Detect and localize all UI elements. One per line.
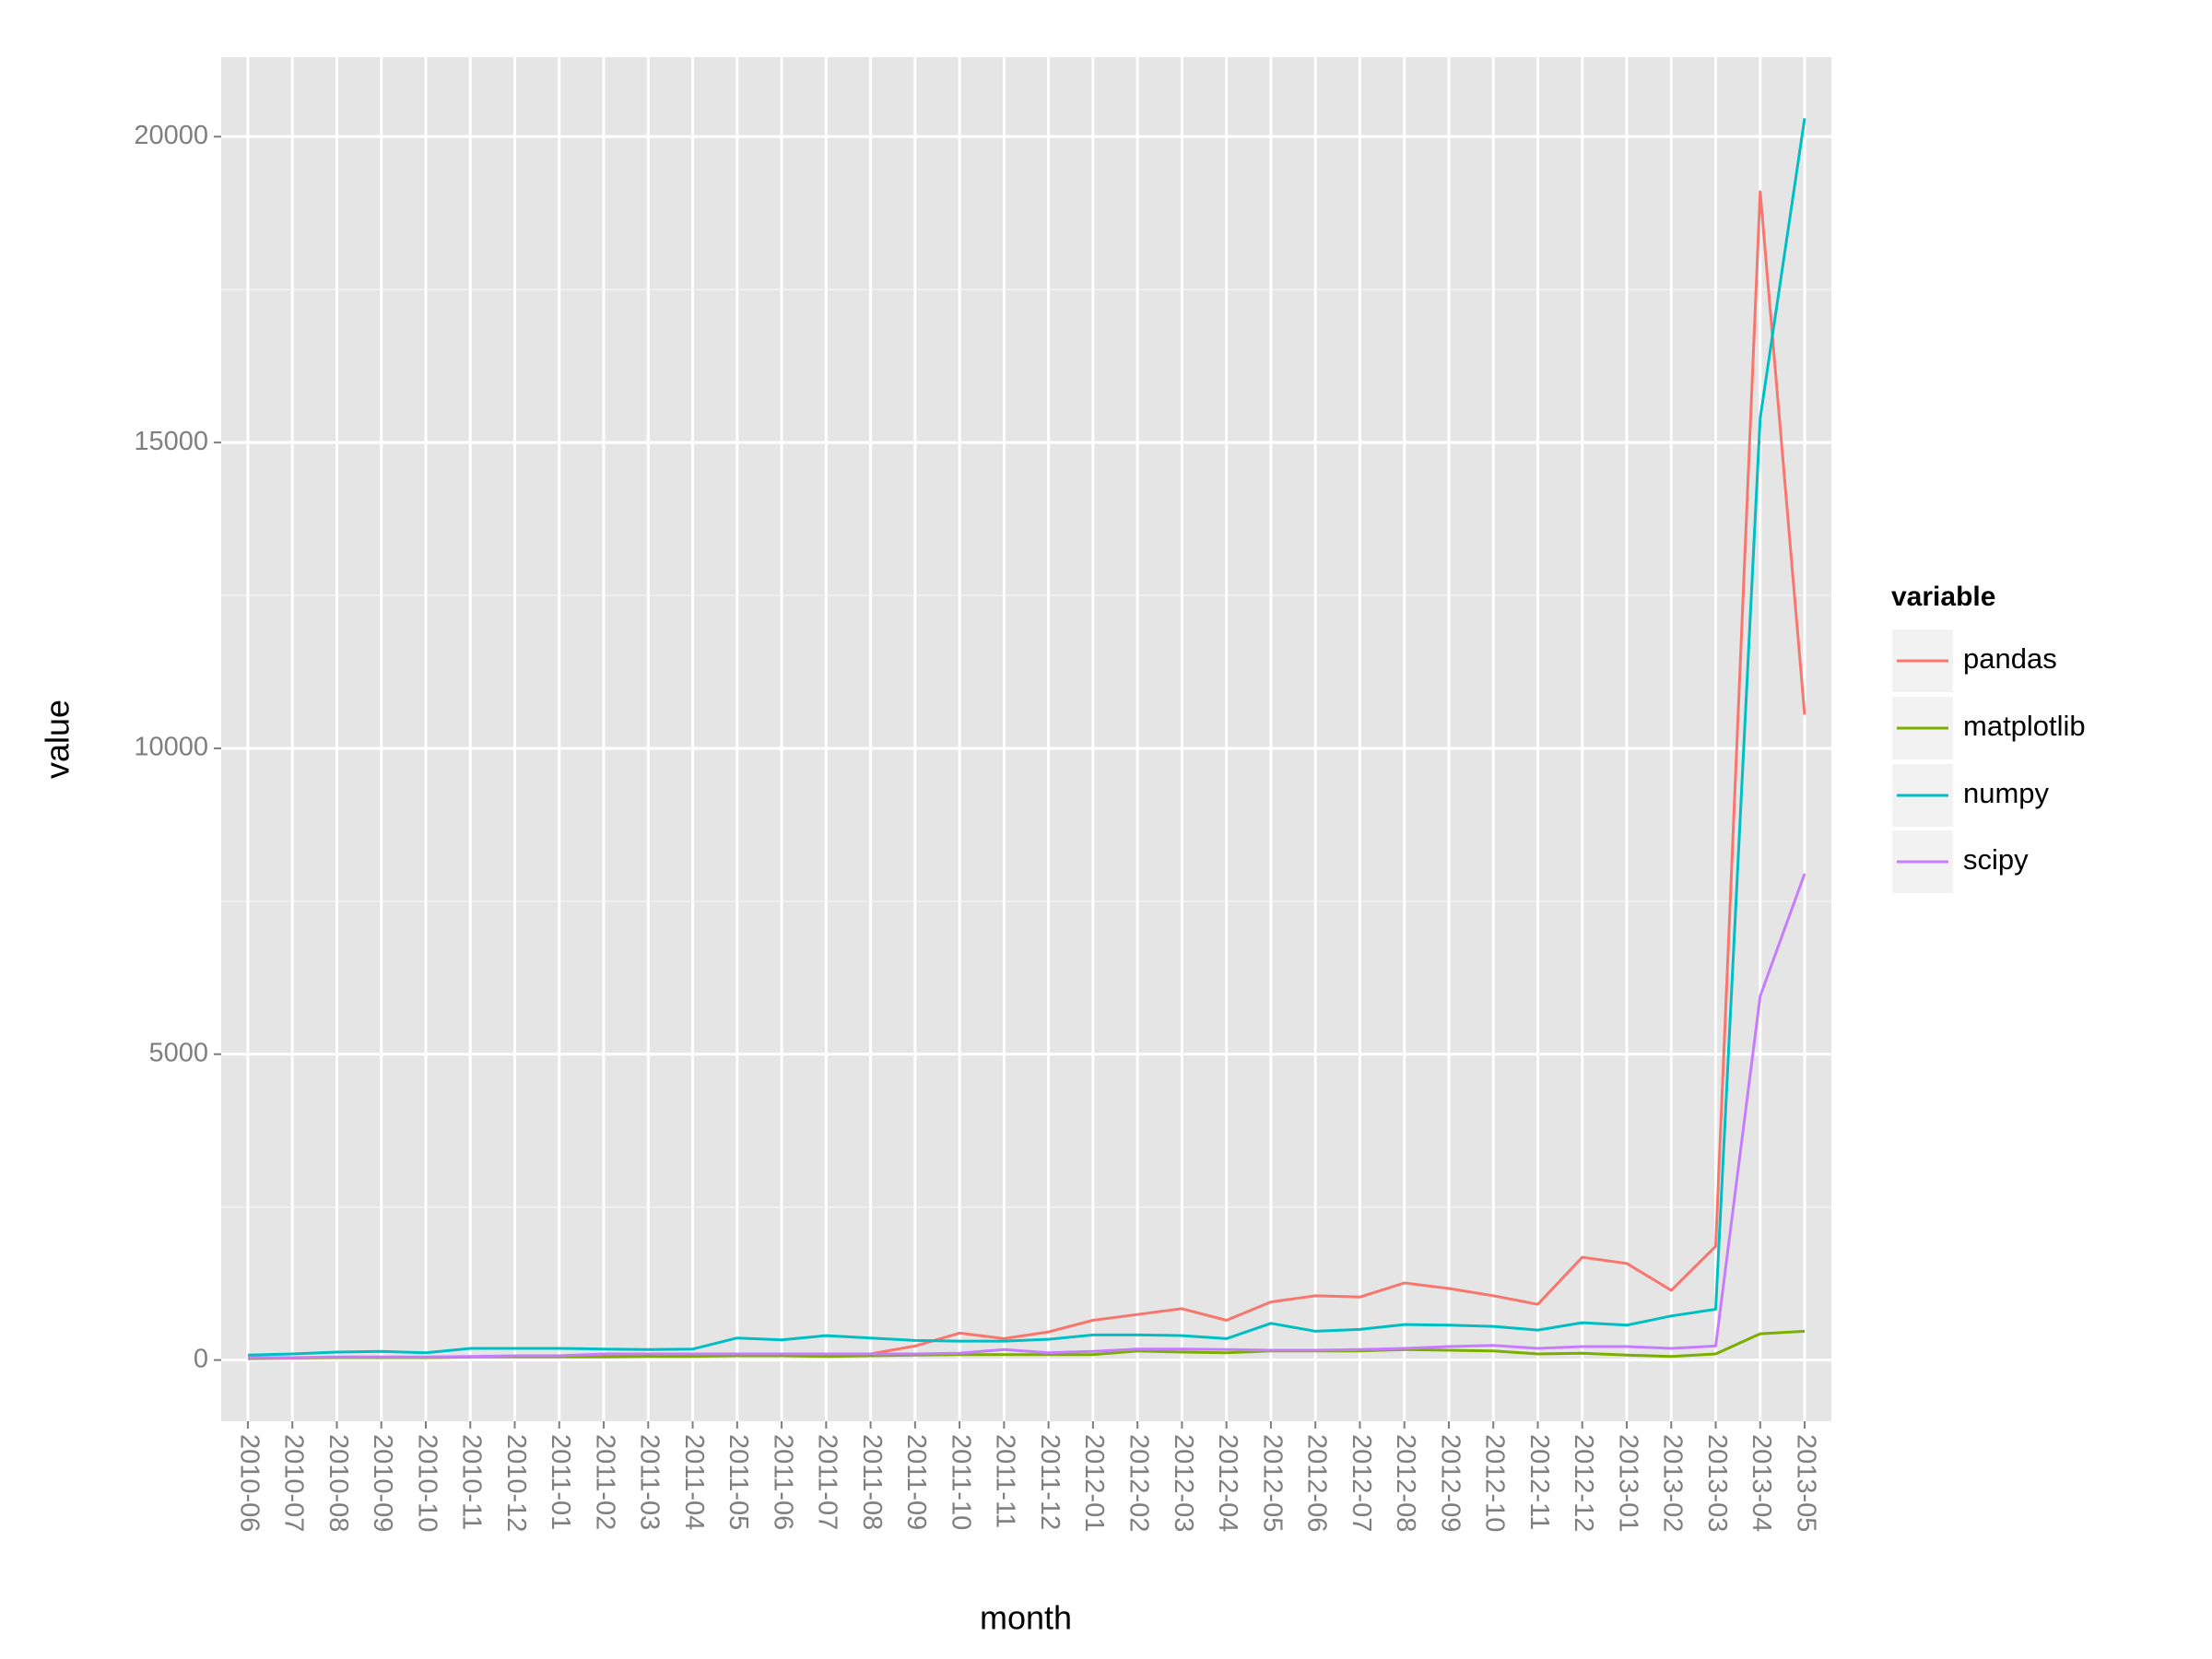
x-tick-label: 2011-10 — [946, 1434, 975, 1530]
x-tick-label: 2012-04 — [1213, 1434, 1242, 1532]
x-tick-label: 2011-07 — [813, 1434, 842, 1530]
x-tick-label: 2011-12 — [1035, 1434, 1065, 1530]
x-tick-label: 2011-06 — [768, 1434, 797, 1530]
panel — [221, 57, 1831, 1421]
x-tick-label: 2011-02 — [590, 1434, 619, 1530]
x-tick-label: 2013-05 — [1791, 1434, 1820, 1532]
x-tick-label: 2012-06 — [1302, 1434, 1332, 1532]
legend-title: variable — [1891, 582, 1995, 612]
x-tick-label: 2011-04 — [679, 1434, 709, 1530]
x-tick-label: 2011-03 — [635, 1434, 665, 1530]
x-tick-label: 2010-07 — [279, 1434, 309, 1532]
y-tick-label: 10000 — [134, 733, 208, 762]
x-tick-label: 2012-01 — [1079, 1434, 1109, 1532]
x-tick-label: 2013-04 — [1747, 1434, 1776, 1532]
x-tick-label: 2012-10 — [1480, 1434, 1510, 1532]
x-tick-label: 2011-08 — [857, 1434, 887, 1530]
x-tick-label: 2010-09 — [368, 1434, 397, 1532]
x-tick-label: 2013-01 — [1613, 1434, 1642, 1532]
x-tick-label: 2010-08 — [324, 1434, 353, 1532]
x-tick-label: 2012-03 — [1169, 1434, 1198, 1532]
x-axis-title: month — [980, 1599, 1072, 1637]
y-axis-title: value — [39, 700, 76, 779]
x-tick-label: 2010-12 — [501, 1434, 531, 1532]
series-line — [248, 873, 1806, 1359]
legend-label: scipy — [1963, 843, 2029, 876]
x-tick-label: 2011-05 — [724, 1434, 753, 1530]
x-tick-label: 2013-02 — [1658, 1434, 1688, 1532]
x-tick-label: 2011-01 — [546, 1434, 575, 1530]
x-tick-label: 2012-08 — [1391, 1434, 1420, 1532]
x-tick-label: 2012-07 — [1347, 1434, 1376, 1532]
x-tick-label: 2012-11 — [1524, 1434, 1554, 1530]
legend-label: pandas — [1963, 642, 2057, 675]
x-tick-label: 2012-12 — [1569, 1434, 1598, 1532]
x-tick-label: 2011-09 — [901, 1434, 931, 1530]
y-tick-label: 15000 — [134, 427, 208, 456]
x-tick-label: 2010-11 — [457, 1434, 487, 1530]
y-tick-label: 5000 — [148, 1038, 208, 1067]
y-tick-label: 20000 — [134, 121, 208, 150]
x-tick-label: 2010-10 — [412, 1434, 441, 1532]
legend-label: numpy — [1963, 777, 2050, 809]
x-tick-label: 2013-03 — [1702, 1434, 1732, 1532]
x-tick-label: 2010-06 — [234, 1434, 264, 1532]
y-tick-label: 0 — [194, 1344, 208, 1373]
x-tick-label: 2012-02 — [1124, 1434, 1153, 1532]
x-tick-label: 2011-11 — [991, 1434, 1020, 1528]
x-tick-label: 2012-05 — [1257, 1434, 1287, 1532]
legend-label: matplotlib — [1963, 710, 2086, 742]
series-line — [247, 118, 1806, 1357]
x-tick-label: 2012-09 — [1435, 1434, 1465, 1532]
